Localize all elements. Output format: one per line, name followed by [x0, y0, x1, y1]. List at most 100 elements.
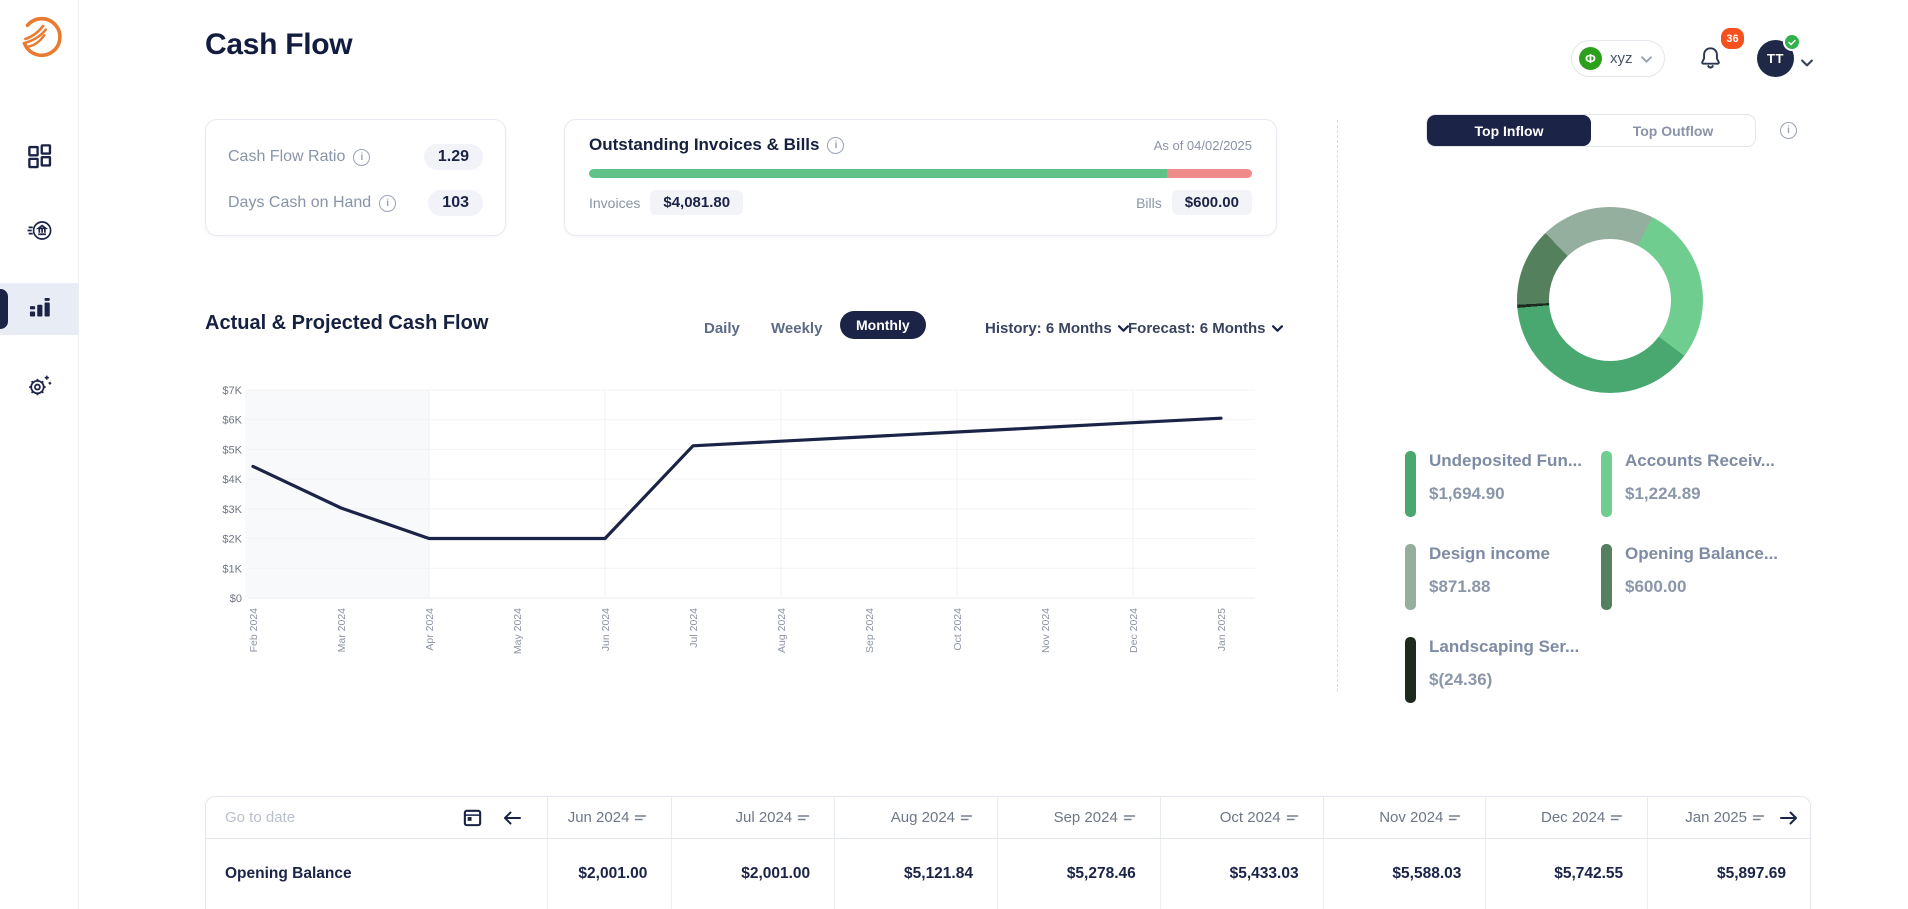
- bar-chart-icon: [26, 294, 53, 326]
- org-switcher[interactable]: Φ xyz: [1571, 40, 1665, 77]
- table-cell: $5,588.03: [1322, 839, 1486, 909]
- legend-value: $1,694.90: [1429, 484, 1505, 503]
- sidebar-item-banking[interactable]: [26, 219, 53, 246]
- chevron-down-icon: [1117, 325, 1129, 332]
- svg-text:$3K: $3K: [222, 504, 242, 516]
- section-title: Actual & Projected Cash Flow: [205, 312, 489, 334]
- chevron-down-icon: [1640, 50, 1652, 68]
- history-dropdown-label: History: 6 Months: [985, 320, 1112, 337]
- bills-value: $600.00: [1171, 190, 1252, 215]
- invoices-bar-segment: [589, 169, 1168, 178]
- svg-text:$7K: $7K: [222, 385, 242, 397]
- sidebar-item-cashflow-reports[interactable]: [26, 296, 53, 323]
- table-column-header[interactable]: Dec 2024: [1485, 797, 1647, 838]
- svg-text:$5K: $5K: [222, 444, 242, 456]
- legend-color-bar: [1405, 637, 1416, 703]
- table-cell: $2,001.00: [546, 839, 672, 909]
- info-icon[interactable]: i: [379, 194, 397, 212]
- forecast-dropdown[interactable]: Forecast: 6 Months: [1128, 320, 1283, 337]
- scroll-left-arrow[interactable]: [501, 809, 523, 827]
- tab-daily[interactable]: Daily: [704, 320, 740, 337]
- tab-monthly[interactable]: Monthly: [840, 311, 926, 339]
- kpi-card: Cash Flow Ratio i 1.29 Days Cash on Hand…: [205, 119, 506, 236]
- svg-text:Jan 2025: Jan 2025: [1216, 608, 1228, 651]
- legend-color-bar: [1601, 544, 1612, 610]
- svg-text:May 2024: May 2024: [512, 608, 524, 654]
- sort-icon: [960, 814, 973, 820]
- legend-value: $600.00: [1625, 577, 1687, 596]
- goto-date-input[interactable]: Go to date: [225, 809, 296, 826]
- legend-value: $(24.36): [1429, 670, 1493, 689]
- sort-icon: [1286, 814, 1298, 820]
- sidebar-item-dashboard[interactable]: [26, 143, 53, 171]
- svg-text:$4K: $4K: [222, 474, 242, 486]
- table-column-header[interactable]: Aug 2024: [834, 797, 997, 838]
- table-cell: $5,742.55: [1485, 839, 1647, 909]
- table-cell: $2,001.00: [671, 839, 834, 909]
- table-column-header[interactable]: Jul 2024: [671, 797, 834, 838]
- notifications-button[interactable]: [1697, 44, 1727, 74]
- sort-icon: [1610, 814, 1623, 820]
- bank-icon: [26, 217, 53, 249]
- page-title: Cash Flow: [205, 28, 353, 61]
- invoices-label: Invoices: [589, 194, 641, 211]
- table-column-header[interactable]: Nov 2024: [1322, 797, 1486, 838]
- info-icon[interactable]: i: [1780, 122, 1797, 139]
- outstanding-invoices-bills-card: Outstanding Invoices & Bills i As of 04/…: [564, 119, 1277, 236]
- legend-value: $1,224.89: [1625, 484, 1701, 503]
- legend-item: Landscaping Ser... $(24.36): [1405, 637, 1601, 703]
- svg-text:Oct 2024: Oct 2024: [952, 608, 964, 651]
- info-icon[interactable]: i: [827, 136, 845, 154]
- goto-date-cell: Go to date: [206, 797, 547, 838]
- column-month-label: Sep 2024: [1053, 809, 1118, 826]
- sort-icon: [1123, 814, 1136, 820]
- as-of-date: As of 04/02/2025: [1153, 137, 1252, 153]
- toggle-top-inflow[interactable]: Top Inflow: [1427, 115, 1591, 146]
- verified-check-icon: [1783, 33, 1801, 51]
- column-month-label: Jan 2025: [1685, 809, 1747, 826]
- svg-text:Dec 2024: Dec 2024: [1128, 608, 1140, 653]
- column-month-label: Jun 2024: [567, 809, 630, 826]
- user-menu-chevron-icon[interactable]: [1801, 54, 1813, 72]
- calendar-icon[interactable]: [462, 807, 483, 828]
- tab-weekly[interactable]: Weekly: [771, 320, 823, 337]
- org-name: xyz: [1610, 50, 1633, 67]
- cashflow-table: Go to date Jun 2024 Jul 2024 Aug 2024 Sep 20…: [205, 796, 1811, 909]
- kpi-label: Days Cash on Hand: [228, 194, 372, 211]
- kpi-row-days-cash-on-hand: Days Cash on Hand i 103: [228, 187, 483, 219]
- table-cell: $5,121.84: [834, 839, 997, 909]
- svg-text:$1K: $1K: [222, 563, 242, 575]
- kpi-value: 103: [428, 190, 483, 216]
- legend-value: $871.88: [1429, 577, 1491, 596]
- table-column-header[interactable]: Jan 2025: [1647, 797, 1810, 838]
- bell-icon: [1697, 47, 1724, 75]
- history-dropdown[interactable]: History: 6 Months: [985, 320, 1129, 337]
- table-cell: $5,433.03: [1159, 839, 1323, 909]
- legend-item: Opening Balance... $600.00: [1601, 544, 1821, 610]
- table-column-header[interactable]: Oct 2024: [1159, 797, 1323, 838]
- table-row: Opening Balance $2,001.00 $2,001.00 $5,121.…: [205, 839, 1811, 909]
- sidebar: [0, 0, 79, 909]
- scroll-right-arrow[interactable]: [1778, 809, 1800, 827]
- legend-label: Opening Balance...: [1625, 544, 1779, 563]
- svg-text:Mar 2024: Mar 2024: [336, 608, 348, 653]
- toggle-top-outflow[interactable]: Top Outflow: [1632, 122, 1714, 139]
- table-column-header[interactable]: Sep 2024: [997, 797, 1160, 838]
- chevron-down-icon: [1271, 325, 1283, 332]
- svg-text:$6K: $6K: [222, 415, 242, 427]
- sort-icon: [1752, 814, 1765, 820]
- forecast-dropdown-label: Forecast: 6 Months: [1128, 320, 1266, 337]
- donut-legend: Undeposited Fun... $1,694.90 Accounts Rece…: [1405, 451, 1821, 703]
- legend-color-bar: [1405, 544, 1416, 610]
- sort-icon: [635, 814, 647, 820]
- sidebar-item-settings[interactable]: [26, 374, 53, 401]
- legend-label: Landscaping Ser...: [1429, 637, 1580, 656]
- column-month-label: Jul 2024: [735, 809, 793, 826]
- sort-icon: [797, 814, 810, 820]
- column-month-label: Dec 2024: [1540, 809, 1606, 826]
- info-icon[interactable]: i: [353, 148, 371, 166]
- bills-label: Bills: [1136, 194, 1162, 211]
- table-column-header[interactable]: Jun 2024: [546, 797, 672, 838]
- svg-text:Jul 2024: Jul 2024: [688, 608, 700, 648]
